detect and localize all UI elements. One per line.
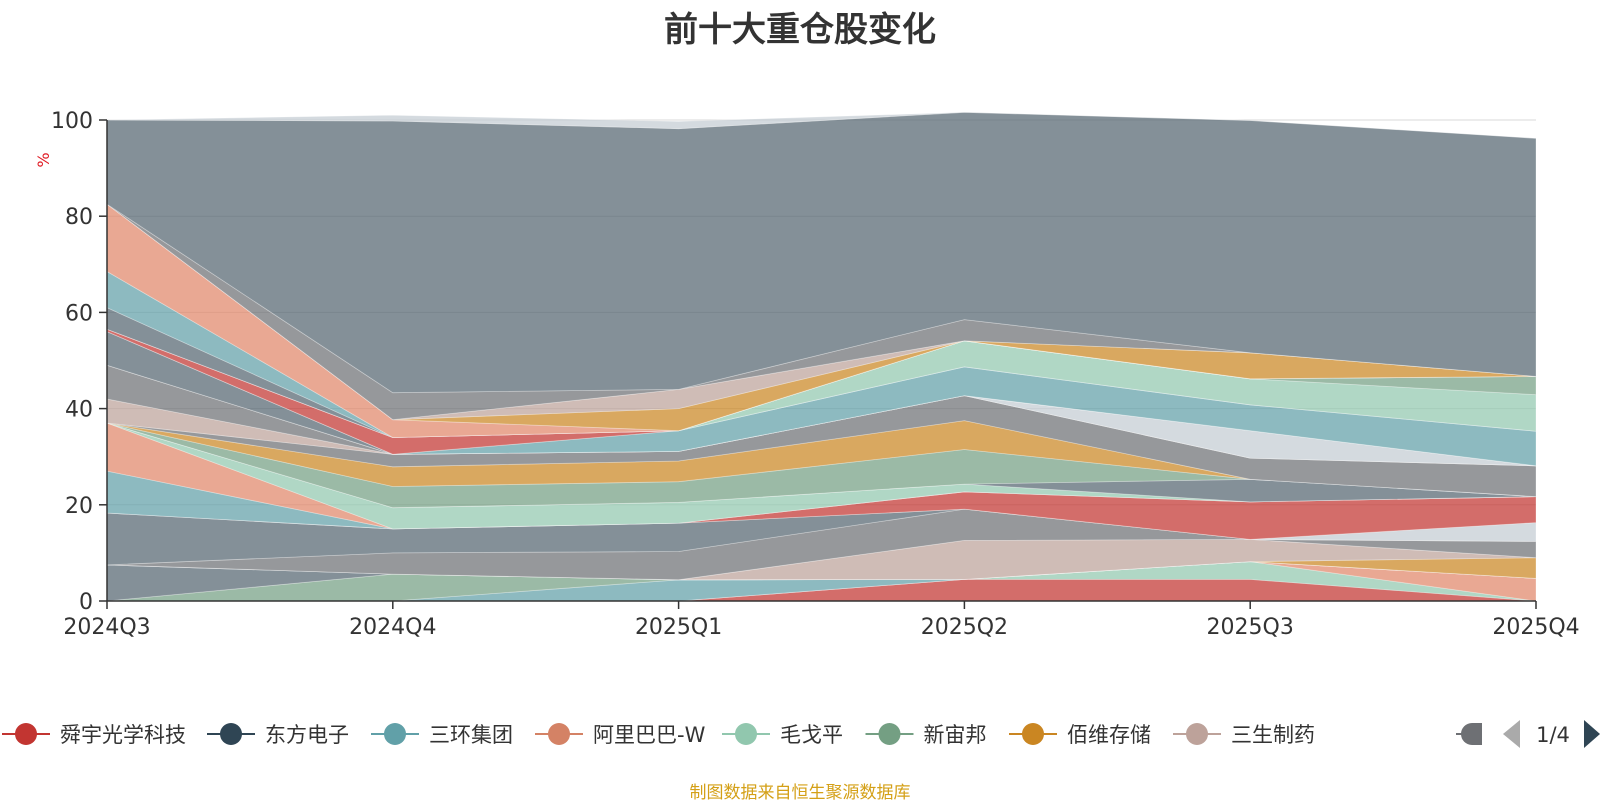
legend-item[interactable]: 毛戈平 <box>722 723 843 747</box>
legend-label: 阿里巴巴-W <box>593 723 706 747</box>
legend-marker <box>1022 723 1044 745</box>
area-series-27 <box>106 328 1537 438</box>
y-tick-label: 40 <box>65 398 93 423</box>
area-series-layer <box>106 111 1537 602</box>
legend-item[interactable]: 阿里巴巴-W <box>535 723 706 747</box>
axes: 0 20 40 60 80 100 2024Q3 2024Q4 2025Q1 2025Q2 2025… <box>51 109 1580 640</box>
y-tick-label: 80 <box>65 205 93 230</box>
legend: 舜宇光学科技 东方电子 三环集团 阿里巴巴-W 毛戈平 新宙邦 佰维存储 三生制药 1/4 <box>2 720 1600 748</box>
legend-marker <box>384 723 406 745</box>
legend-label: 毛戈平 <box>780 723 843 747</box>
legend-item[interactable]: 三环集团 <box>371 723 513 747</box>
legend-label: 三生制药 <box>1231 723 1315 747</box>
legend-marker <box>220 723 242 745</box>
area-series-21 <box>106 364 1537 467</box>
area-series-12 <box>106 491 1537 540</box>
x-tick-label: 2025Q2 <box>921 615 1008 640</box>
y-tick-label: 20 <box>65 494 93 519</box>
area-series-11 <box>106 508 1537 542</box>
legend-item[interactable]: 佰维存储 <box>1009 723 1151 747</box>
legend-item-overflow[interactable] <box>1456 723 1482 745</box>
legend-marker <box>15 723 37 745</box>
legend-label: 新宙邦 <box>924 723 987 747</box>
x-tick-label: 2025Q3 <box>1207 615 1294 640</box>
legend-item[interactable]: 三生制药 <box>1173 723 1315 747</box>
legend-label: 东方电子 <box>265 723 349 747</box>
y-tick-label: 60 <box>65 301 93 326</box>
legend-label: 佰维存储 <box>1067 723 1151 747</box>
x-tick-label: 2025Q1 <box>635 615 722 640</box>
legend-marker <box>548 723 570 745</box>
area-series-19 <box>106 395 1537 498</box>
x-tick-label: 2025Q4 <box>1492 615 1579 640</box>
area-series-28 <box>106 306 1537 438</box>
legend-item[interactable]: 舜宇光学科技 <box>2 723 186 747</box>
area-series-29 <box>106 270 1537 438</box>
area-series-35 <box>106 111 1537 139</box>
x-tick-label: 2024Q3 <box>63 615 150 640</box>
legend-marker <box>735 723 757 745</box>
legend-marker <box>1461 723 1482 745</box>
footer-source-note: 制图数据来自恒生聚源数据库 <box>689 783 911 803</box>
area-series-20 <box>106 395 1537 467</box>
legend-label: 三环集团 <box>429 723 513 747</box>
area-series-9 <box>106 508 1537 581</box>
area-series-26 <box>106 328 1537 438</box>
legend-pagination[interactable]: 1/4 <box>1503 720 1600 748</box>
y-axis-unit-label: % <box>34 152 53 167</box>
legend-page-indicator: 1/4 <box>1536 723 1570 747</box>
next-page-icon[interactable] <box>1584 720 1600 748</box>
legend-label: 舜宇光学科技 <box>60 723 186 747</box>
legend-marker <box>878 723 901 745</box>
legend-marker <box>1186 723 1208 745</box>
prev-page-icon[interactable] <box>1503 720 1520 748</box>
chart-title: 前十大重仓股变化 <box>664 10 936 50</box>
legend-item[interactable]: 新宙邦 <box>865 723 987 747</box>
x-tick-label: 2024Q4 <box>349 615 436 640</box>
legend-item[interactable]: 东方电子 <box>207 723 349 747</box>
y-tick-label: 100 <box>51 109 93 134</box>
y-tick-label: 0 <box>79 590 93 615</box>
